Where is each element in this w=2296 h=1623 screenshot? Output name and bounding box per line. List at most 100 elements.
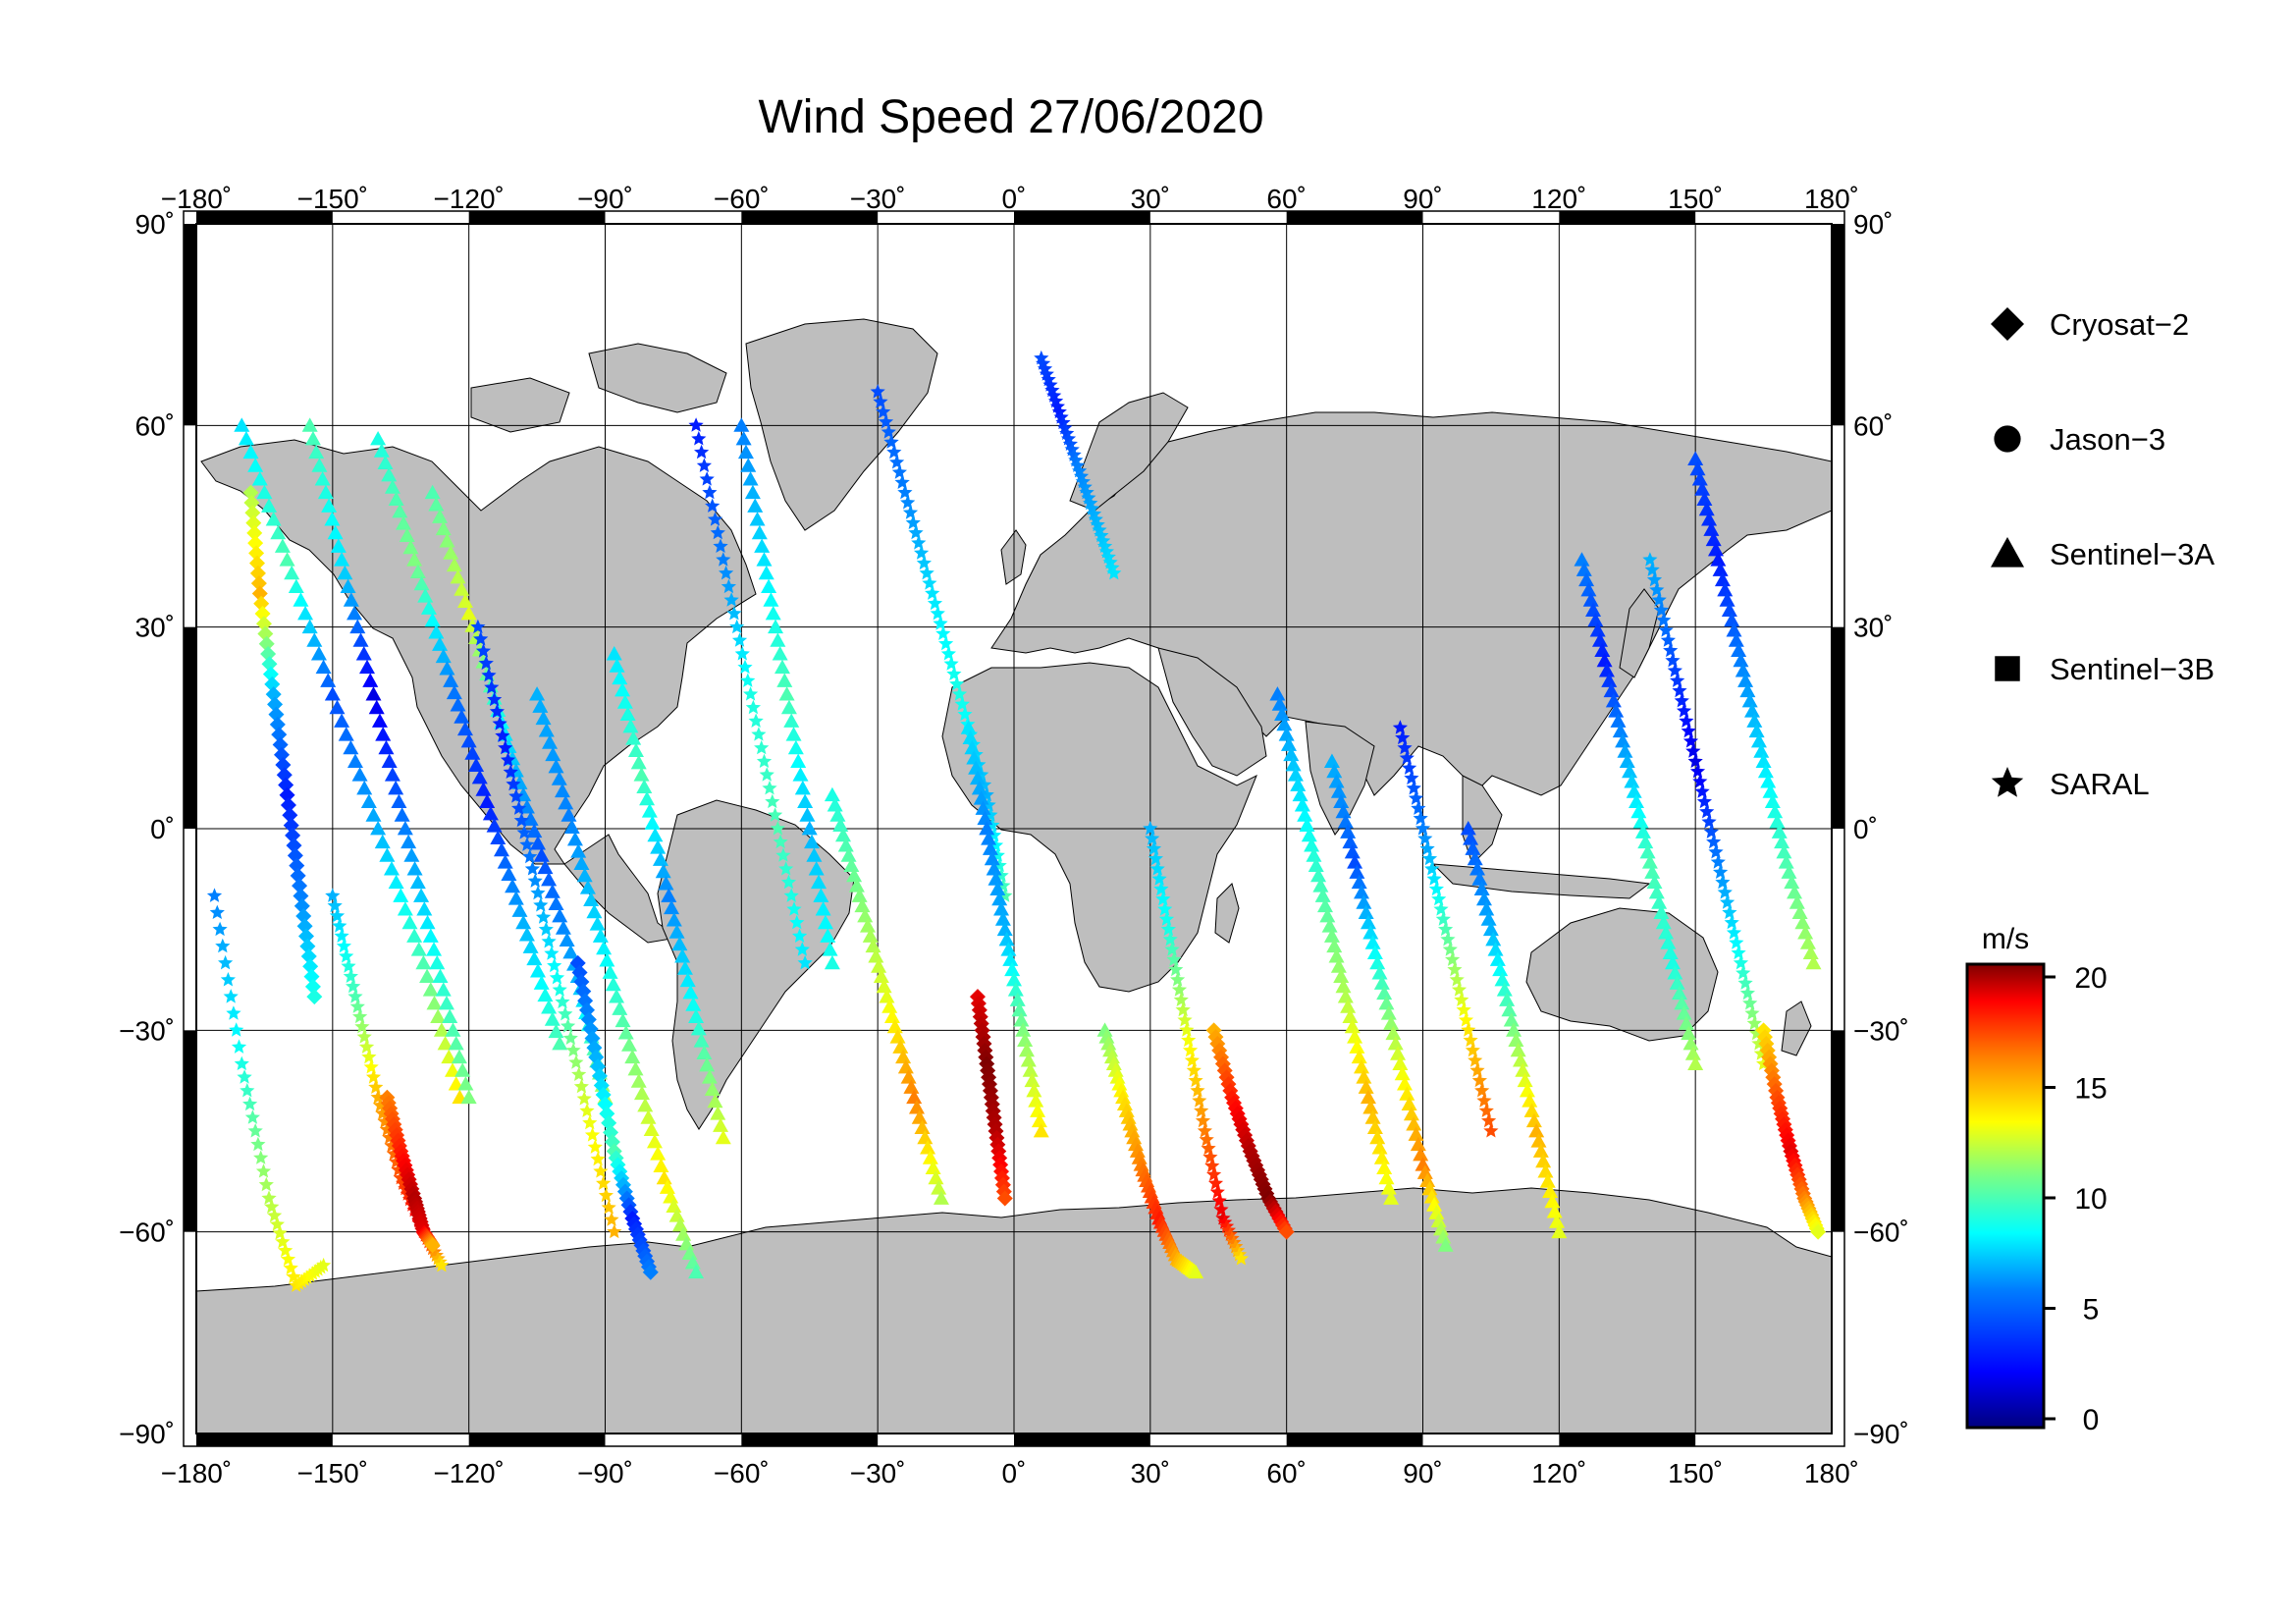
track-marker bbox=[237, 1069, 252, 1084]
track-marker bbox=[470, 619, 486, 634]
track-marker bbox=[834, 827, 851, 842]
track-marker bbox=[870, 384, 885, 399]
track-marker bbox=[1354, 1058, 1370, 1074]
track-marker bbox=[696, 458, 712, 472]
track-marker bbox=[604, 1212, 619, 1226]
track-marker bbox=[251, 471, 268, 486]
track-marker bbox=[1011, 1001, 1028, 1017]
track-marker bbox=[261, 498, 278, 513]
lat-tick-label: 30˚ bbox=[135, 613, 175, 643]
track-marker bbox=[432, 509, 449, 523]
track-marker bbox=[775, 847, 791, 862]
track-marker bbox=[1155, 891, 1171, 906]
track-marker bbox=[1207, 1175, 1224, 1190]
track-marker bbox=[246, 524, 263, 541]
track-marker bbox=[1380, 1005, 1397, 1020]
track-marker bbox=[1619, 753, 1635, 768]
track-marker bbox=[563, 819, 580, 835]
track-marker bbox=[1789, 894, 1805, 909]
track-marker bbox=[748, 713, 764, 728]
track-marker bbox=[747, 498, 764, 513]
track-marker bbox=[486, 818, 503, 833]
track-marker bbox=[917, 1129, 934, 1145]
track-marker bbox=[434, 1257, 450, 1272]
track-marker bbox=[327, 897, 343, 913]
track-marker bbox=[1587, 612, 1604, 627]
track-marker bbox=[1622, 763, 1638, 779]
track-marker bbox=[1290, 777, 1307, 791]
track-marker bbox=[234, 1055, 249, 1070]
track-marker bbox=[283, 1260, 298, 1275]
track-marker bbox=[1703, 521, 1720, 536]
track-marker bbox=[1330, 784, 1347, 798]
track-marker bbox=[1799, 935, 1816, 949]
track-marker bbox=[993, 901, 1010, 916]
track-marker bbox=[691, 431, 707, 446]
frame-bar-bottom bbox=[468, 1434, 606, 1446]
track-marker bbox=[881, 424, 896, 439]
track-marker bbox=[1394, 1065, 1411, 1081]
track-marker bbox=[886, 444, 902, 460]
track-marker bbox=[1310, 867, 1327, 883]
track-marker bbox=[1580, 582, 1597, 597]
track-marker bbox=[409, 564, 426, 578]
track-marker bbox=[272, 1225, 288, 1240]
track-marker bbox=[719, 565, 734, 580]
frame-bar-bottom bbox=[1014, 1434, 1150, 1446]
track-marker bbox=[1018, 1042, 1035, 1057]
track-marker bbox=[1632, 814, 1649, 829]
track-marker bbox=[1598, 663, 1615, 677]
track-marker bbox=[1682, 1036, 1699, 1051]
track-marker bbox=[1408, 790, 1424, 805]
colorbar-tick-label: 10 bbox=[2074, 1183, 2107, 1216]
track-marker bbox=[297, 928, 314, 945]
track-marker bbox=[1358, 904, 1374, 919]
track-marker bbox=[663, 1189, 679, 1204]
track-marker bbox=[962, 730, 979, 744]
track-marker bbox=[269, 1217, 285, 1231]
track-marker bbox=[1506, 1022, 1522, 1037]
track-marker bbox=[827, 797, 843, 812]
track-marker bbox=[1589, 622, 1606, 637]
arctic-islands bbox=[588, 343, 727, 413]
track-marker bbox=[558, 1005, 573, 1021]
track-marker bbox=[1468, 1053, 1483, 1067]
track-marker bbox=[596, 1175, 612, 1190]
track-marker bbox=[715, 1129, 731, 1145]
track-marker bbox=[1546, 1204, 1563, 1218]
track-marker bbox=[320, 673, 337, 687]
track-marker bbox=[1494, 972, 1511, 987]
track-marker bbox=[685, 997, 702, 1011]
track-marker bbox=[443, 673, 459, 687]
track-marker bbox=[1182, 1042, 1199, 1057]
track-marker bbox=[295, 907, 312, 924]
track-marker bbox=[1287, 767, 1304, 782]
track-marker bbox=[1026, 1082, 1042, 1098]
track-marker bbox=[406, 552, 423, 567]
track-marker bbox=[1608, 703, 1625, 718]
track-marker bbox=[938, 635, 954, 651]
track-marker bbox=[701, 1069, 718, 1084]
track-marker bbox=[1337, 989, 1354, 1003]
track-marker bbox=[734, 646, 750, 661]
lon-tick-label: 180˚ bbox=[1804, 1458, 1859, 1488]
track-marker bbox=[1181, 1032, 1197, 1048]
track-marker bbox=[1028, 1093, 1044, 1108]
track-marker bbox=[1360, 914, 1376, 930]
track-marker bbox=[919, 565, 934, 580]
track-marker bbox=[515, 914, 532, 930]
track-marker bbox=[460, 733, 477, 748]
track-marker bbox=[1403, 1106, 1419, 1121]
track-marker bbox=[1665, 954, 1682, 970]
track-marker bbox=[1190, 1082, 1205, 1098]
track-marker bbox=[922, 1150, 938, 1164]
track-marker bbox=[1146, 840, 1162, 855]
track-marker bbox=[1746, 1015, 1762, 1030]
track-marker bbox=[1360, 1089, 1376, 1105]
track-marker bbox=[813, 888, 829, 902]
track-marker bbox=[482, 805, 499, 821]
track-marker bbox=[508, 788, 524, 803]
track-marker bbox=[1401, 1096, 1417, 1111]
track-marker bbox=[1283, 746, 1300, 762]
